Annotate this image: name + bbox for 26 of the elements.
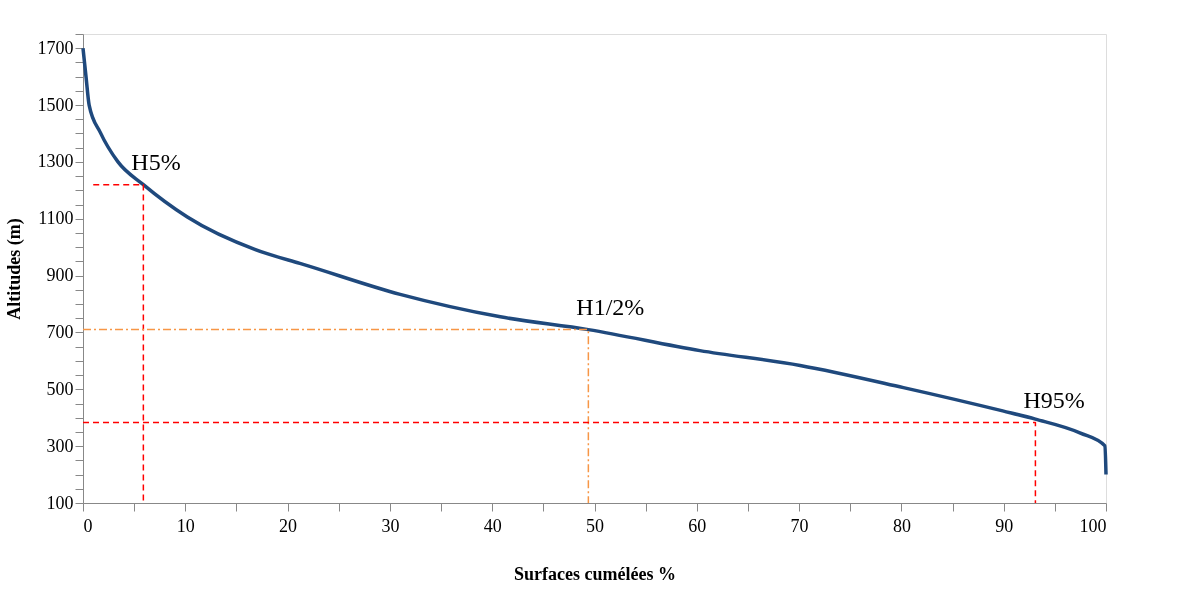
y-tick-label: 500 <box>46 378 74 399</box>
y-tick-label: 700 <box>46 321 74 342</box>
x-tick-label: 40 <box>483 515 502 536</box>
y-tick-label: 1300 <box>37 151 74 172</box>
y-tick-label: 300 <box>46 435 74 456</box>
annotation: H95% <box>1023 386 1085 413</box>
x-tick-label: 80 <box>892 515 911 536</box>
y-tick-label: 1700 <box>37 37 74 58</box>
x-tick-label: 70 <box>790 515 809 536</box>
x-tick-label: 90 <box>995 515 1014 536</box>
x-axis-title: Surfaces cumélées % <box>514 563 676 584</box>
line-series <box>81 46 1108 477</box>
annotation: H5% <box>131 148 181 175</box>
y-tick-label: 900 <box>46 265 74 286</box>
x-tick-label: 50 <box>586 515 604 536</box>
x-tick-label: 10 <box>176 515 195 536</box>
x-tick-label: 60 <box>688 515 707 536</box>
x-tick-label: 0 <box>83 515 93 536</box>
x-tick-label: 100 <box>1079 515 1107 536</box>
y-tick-label: 1100 <box>38 208 74 229</box>
annotation: H1/2% <box>576 293 645 320</box>
y-tick-label: 100 <box>46 492 74 513</box>
y-axis-title: Altitudes (m) <box>3 218 25 320</box>
y-tick-label: 1500 <box>37 94 74 115</box>
x-tick-label: 30 <box>381 515 400 536</box>
x-tick-label: 20 <box>279 515 298 536</box>
